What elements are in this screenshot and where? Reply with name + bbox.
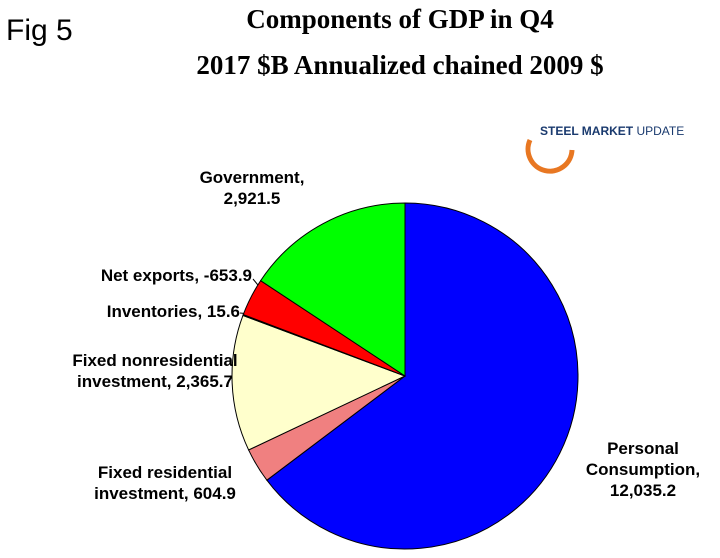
data-label: Net exports, -653.9 (20, 265, 252, 286)
label-category: Personal Consumption, (585, 439, 701, 479)
label-value: 15.6 (206, 302, 240, 321)
label-category: Inventories, (106, 302, 203, 321)
label-value: 2,921.5 (223, 189, 281, 208)
label-category: Government, (199, 168, 305, 187)
label-category: Fixed nonresidential investment, (72, 351, 238, 391)
data-label: Personal Consumption, 12,035.2 (583, 438, 703, 501)
logo-text: UPDATE (636, 124, 685, 138)
pie-slice (231, 314, 407, 451)
data-label: Inventories, 15.6 (40, 301, 240, 322)
label-value: -653.9 (203, 266, 252, 285)
label-value: 12,035.2 (609, 481, 677, 500)
pie-slice (266, 202, 579, 550)
data-label: Fixed nonresidential investment, 2,365.7 (70, 350, 240, 392)
label-category: Net exports, (100, 266, 200, 285)
label-category: Fixed residential investment, (94, 463, 233, 503)
logo: STEEL MARKET UPDATE (540, 124, 684, 138)
chart-title: Components of GDP in Q4 (246, 4, 554, 34)
data-label: Government, 2,921.5 (172, 167, 332, 209)
chart-subtitle: 2017 $B Annualized chained 2009 $ (196, 50, 604, 80)
logo-text: STEEL MARKET (540, 124, 634, 138)
logo-swoosh (525, 138, 575, 174)
label-value: 2,365.7 (176, 372, 233, 391)
label-value: 604.9 (193, 484, 236, 503)
data-label: Fixed residential investment, 604.9 (70, 462, 260, 504)
fig-label: Fig 5 (6, 14, 73, 47)
pie-slice (259, 202, 406, 377)
